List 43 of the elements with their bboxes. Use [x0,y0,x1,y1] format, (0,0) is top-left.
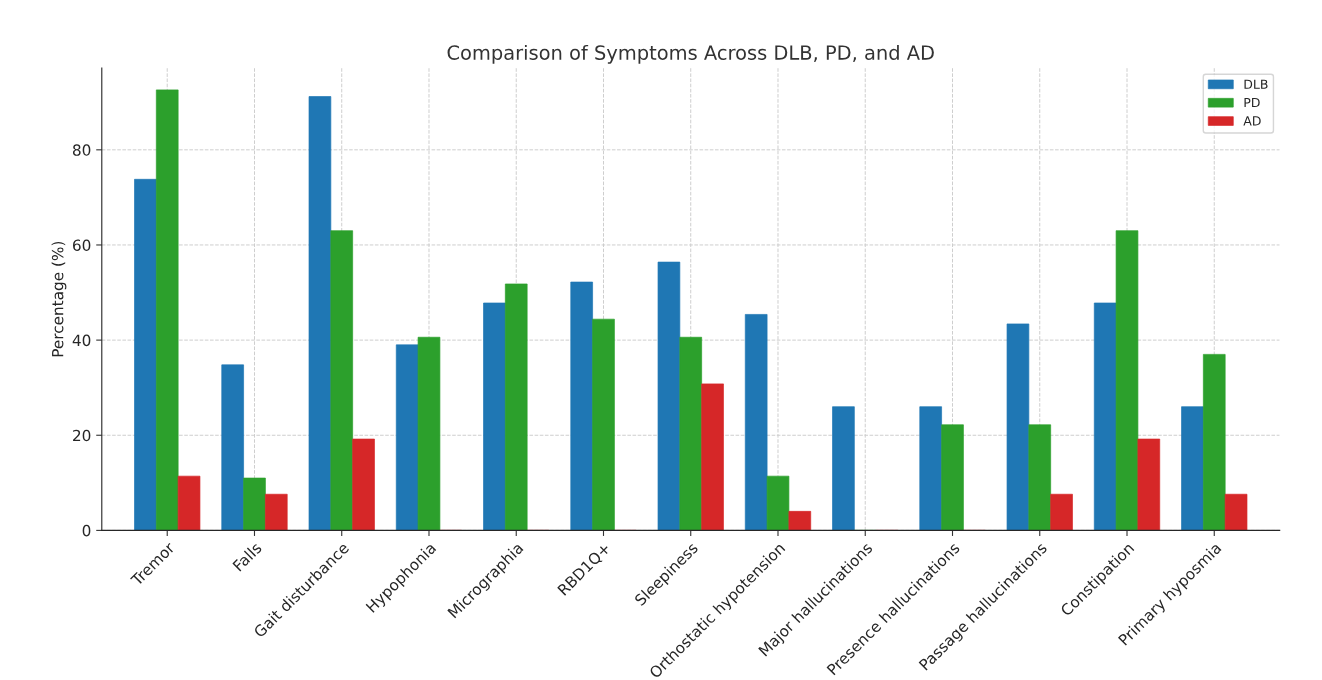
y-axis-title: Percentage (%) [51,241,67,357]
bar [701,383,724,531]
legend-label: PD [1244,97,1260,108]
bar [134,178,157,531]
bar [744,314,768,531]
bar [308,96,332,531]
bar [221,364,244,531]
y-tick-label: 20 [73,429,91,442]
y-tick-label: 80 [72,144,91,156]
bar [570,281,593,531]
legend-label: DLB [1244,79,1268,89]
bar [177,475,201,531]
bar [1028,424,1052,531]
bar [941,424,964,531]
bar [1181,406,1204,531]
bar [155,89,179,531]
bar [504,283,528,531]
bar [788,511,812,531]
bar [330,230,353,531]
bar [243,477,266,531]
bar [919,406,942,531]
bar [395,344,419,531]
bar [1093,302,1117,531]
bar [483,302,506,531]
bar [657,261,681,531]
bar [679,336,702,531]
y-tick-label: 40 [72,334,91,347]
bar [1006,323,1030,531]
bar [766,475,790,531]
bar [1050,493,1073,531]
bar [352,438,375,531]
legend-label: AD [1243,116,1261,126]
bar [1224,493,1248,531]
chart-title: Comparison of Symptoms Across DLB, PD, and AD [447,44,934,64]
bar [1137,438,1161,531]
bar [1203,354,1226,531]
bar [832,406,855,531]
bar [592,318,615,531]
y-tick-label: 0 [82,524,91,537]
y-tick-label: 60 [73,239,91,251]
bar [265,493,288,531]
bar [1115,230,1139,531]
bar [417,336,441,531]
